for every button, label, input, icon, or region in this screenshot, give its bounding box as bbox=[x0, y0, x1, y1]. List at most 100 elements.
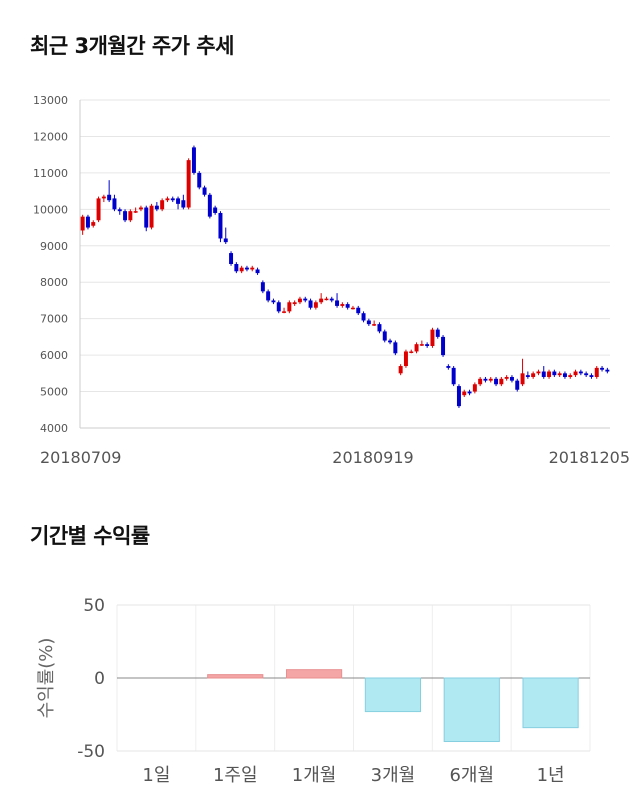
candle-body bbox=[176, 198, 181, 204]
candle-body bbox=[504, 376, 509, 379]
candle-body bbox=[117, 209, 122, 212]
price-x-tick: 20180919 bbox=[332, 448, 413, 467]
candle-body bbox=[441, 336, 446, 356]
candle-body bbox=[435, 329, 440, 337]
return-y-tick: 50 bbox=[83, 596, 105, 616]
candle-body bbox=[112, 198, 117, 210]
candle-body bbox=[499, 378, 504, 385]
candle-body bbox=[255, 269, 260, 274]
candle-body bbox=[234, 264, 239, 272]
candle-body bbox=[80, 216, 85, 231]
candle-body bbox=[578, 371, 583, 374]
candle-body bbox=[568, 375, 573, 377]
candle-body bbox=[138, 207, 143, 210]
candle-body bbox=[531, 373, 536, 377]
candle-body bbox=[557, 373, 562, 376]
candle-body bbox=[541, 371, 546, 377]
candle-body bbox=[562, 373, 567, 377]
candle-body bbox=[552, 371, 557, 376]
candle-body bbox=[197, 172, 202, 188]
candle-body bbox=[165, 198, 170, 201]
candle-body bbox=[191, 147, 196, 173]
candle-body bbox=[239, 267, 244, 272]
candle-body bbox=[361, 313, 366, 321]
candle-body bbox=[292, 302, 297, 305]
candle-body bbox=[456, 386, 461, 407]
price-y-tick: 10000 bbox=[33, 203, 68, 216]
candle-body bbox=[335, 300, 340, 306]
candle-body bbox=[356, 307, 361, 314]
candle-body bbox=[244, 267, 249, 270]
return-bar bbox=[207, 674, 264, 679]
candle-body bbox=[160, 200, 165, 210]
candle-body bbox=[340, 304, 345, 306]
candle-body bbox=[149, 205, 154, 228]
candle-body bbox=[430, 329, 435, 346]
candle-body bbox=[451, 367, 456, 385]
return-x-tick: 1년 bbox=[537, 765, 565, 786]
candle-body bbox=[266, 291, 271, 301]
candle-body bbox=[250, 267, 255, 270]
candle-body bbox=[101, 196, 106, 199]
candle-body bbox=[382, 331, 387, 341]
candle-body bbox=[329, 298, 334, 301]
candle-body bbox=[414, 344, 419, 352]
candle-body bbox=[525, 375, 530, 377]
candle-body bbox=[287, 302, 292, 312]
candle-body bbox=[366, 320, 371, 325]
candle-body bbox=[186, 160, 191, 208]
price-y-tick: 13000 bbox=[33, 94, 68, 107]
candle-body bbox=[313, 302, 318, 308]
price-y-tick: 7000 bbox=[40, 313, 68, 326]
candle-body bbox=[393, 342, 398, 354]
candle-body bbox=[213, 207, 218, 213]
price-y-tick: 12000 bbox=[33, 130, 68, 143]
candle-body bbox=[303, 298, 308, 301]
candle-body bbox=[207, 194, 212, 217]
return-bar bbox=[443, 677, 500, 743]
return-x-tick: 6개월 bbox=[449, 765, 494, 786]
candle-body bbox=[589, 375, 594, 377]
candle-body bbox=[600, 367, 605, 370]
return-y-tick: 0 bbox=[94, 669, 105, 689]
candle-body bbox=[345, 304, 350, 308]
candle-body bbox=[133, 211, 138, 213]
candle-body bbox=[494, 378, 499, 385]
price-x-tick: 20180709 bbox=[40, 448, 121, 467]
return-x-tick: 1개월 bbox=[292, 765, 337, 786]
candle-body bbox=[509, 376, 514, 381]
candle-body bbox=[229, 253, 234, 264]
return-x-tick: 1주일 bbox=[213, 765, 258, 786]
candle-body bbox=[372, 324, 377, 326]
candle-body bbox=[398, 366, 403, 374]
candle-body bbox=[282, 311, 287, 313]
return-bar bbox=[364, 677, 422, 713]
candle-body bbox=[144, 207, 149, 228]
candle-body bbox=[483, 378, 488, 381]
return-bar bbox=[285, 669, 343, 679]
candle-body bbox=[271, 300, 276, 303]
candle-body bbox=[107, 194, 112, 201]
candle-body bbox=[584, 373, 589, 376]
candle-body bbox=[170, 198, 175, 201]
candle-body bbox=[488, 378, 493, 381]
candle-body bbox=[96, 198, 101, 221]
candle-body bbox=[462, 391, 467, 396]
candle-body bbox=[425, 344, 430, 346]
candle-body bbox=[260, 282, 265, 292]
candle-body bbox=[202, 187, 207, 195]
return-x-tick: 1일 bbox=[142, 765, 170, 786]
price-chart-title: 최근 3개월간 주가 추세 bbox=[30, 34, 234, 58]
candle-body bbox=[350, 307, 355, 310]
price-y-tick: 9000 bbox=[40, 240, 68, 253]
candle-body bbox=[472, 384, 477, 392]
candle-body bbox=[409, 351, 414, 353]
candle-body bbox=[154, 205, 159, 210]
candle-body bbox=[85, 216, 90, 228]
candle-body bbox=[319, 298, 324, 303]
candle-body bbox=[478, 378, 483, 385]
candle-body bbox=[605, 369, 610, 372]
price-y-tick: 8000 bbox=[40, 276, 68, 289]
candle-body bbox=[573, 371, 578, 376]
